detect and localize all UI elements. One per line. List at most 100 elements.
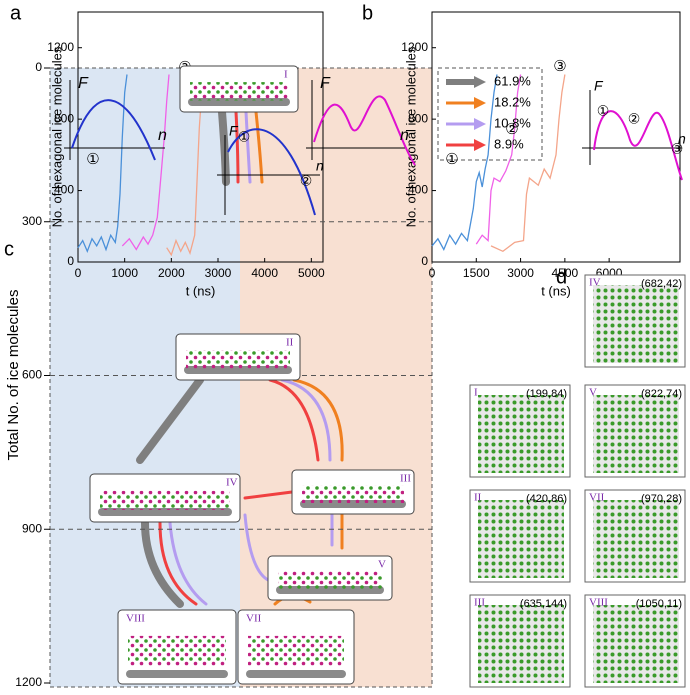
y-tick-label: 1200 [47,40,74,54]
series-line [475,74,522,245]
y-axis-label: No. of hexagonal ice molecules [49,46,64,227]
y-axis-label: Total No. of ice molecules [5,290,22,461]
panel-label: c [4,238,14,260]
x-tick-label: 2000 [158,266,185,280]
panel-label: b [362,2,373,24]
state-marker: ③ [553,58,566,75]
panel-label: a [10,2,22,24]
y-tick-label: 1200 [15,675,42,689]
tile-coords: (822,74) [641,388,682,400]
state-marker: ① [445,151,458,168]
y-tick-label: 900 [22,521,42,535]
y-tick-label: 300 [22,214,42,228]
y-tick-label: 1200 [401,40,428,54]
legend-arrowhead [474,76,486,88]
plot-frame [77,11,324,263]
legend-label: 61.9% [494,73,531,88]
ice-cluster [186,350,290,369]
series-line [166,69,205,257]
x-axis-label: t (ns) [186,283,216,298]
inset-x-label: n [158,127,167,144]
inset-marker: ② [628,111,641,127]
state-marker: ② [505,121,518,138]
inset-y-label: F [229,123,239,139]
tile-state: II [474,492,482,504]
substrate [126,670,228,678]
legend-label: 10.8% [494,115,531,130]
substrate [246,670,346,678]
y-tick-label: 0 [35,60,42,74]
tile-state: VIII [589,597,608,609]
x-tick-label: 1000 [111,266,138,280]
y-tick-label: 800 [54,111,74,125]
x-tick-label: 0 [429,266,436,280]
state-label: VII [246,613,262,625]
inset-marker: ① [238,129,251,145]
state-label: V [378,559,386,571]
free-energy-curve [593,110,683,181]
x-axis-label: t (ns) [541,283,571,298]
ice-cluster [248,635,344,666]
series-line [490,74,566,253]
y-tick-label: 800 [408,111,428,125]
tile-coords: (420,86) [526,493,567,505]
state-label: I [284,69,288,81]
ice-layer [478,605,564,683]
free-energy-curve [227,128,316,216]
state-label: IV [226,477,238,489]
state-label: II [286,337,294,349]
tile-coords: (682,42) [641,278,682,290]
tile-state: VII [589,492,605,504]
x-tick-label: 4000 [251,266,278,280]
ice-cluster [100,490,230,510]
tile-state: V [589,387,597,399]
y-tick-label: 400 [408,183,428,197]
tile-coords: (970,28) [641,493,682,505]
legend-arrowhead [474,97,486,109]
x-tick-label: 0 [75,266,82,280]
x-tick-label: 1500 [463,266,490,280]
legend-arrowhead [474,139,486,151]
ice-cluster [278,571,382,589]
tile-coords: (635,144) [520,598,567,610]
x-tick-label: 4500 [552,266,579,280]
ice-layer [593,395,679,473]
x-tick-label: 3000 [205,266,232,280]
series-line [121,74,170,251]
y-tick-label: 0 [421,254,428,268]
inset-x-label: n [678,131,686,147]
inset-marker: ③ [671,141,684,157]
series-line [77,74,128,254]
free-energy-curve [313,95,416,166]
state-label: VIII [126,613,145,625]
ice-layer [593,605,679,683]
ice-cluster [302,485,404,503]
ice-cluster [190,82,288,101]
inset-x-label: n [400,127,409,144]
y-tick-label: 400 [54,183,74,197]
inset-marker: ② [300,173,313,189]
tile-state: III [474,597,485,609]
state-label: III [400,473,411,485]
free-energy-curve [71,99,156,161]
inset-x-label: n [316,158,324,174]
ice-layer [478,500,564,578]
legend-label: 18.2% [494,94,531,109]
state-marker: ① [86,151,99,168]
transition-arrows [136,108,344,608]
legend-label: 8.9% [494,136,524,151]
inset-marker: ① [597,103,610,119]
plot-frame [431,11,681,263]
ice-cluster [128,635,226,666]
inset-y-label: F [78,75,89,92]
y-axis-label: No. of hexagonal ice molecules [403,46,418,227]
x-tick-label: 3000 [507,266,534,280]
x-tick-label: 5000 [298,266,325,280]
inset-y-label: F [594,78,604,94]
y-tick-label: 600 [22,368,42,382]
panel-label: d [556,266,567,288]
ice-layer [593,500,679,578]
ice-layer [593,285,679,363]
series-line [431,74,498,251]
